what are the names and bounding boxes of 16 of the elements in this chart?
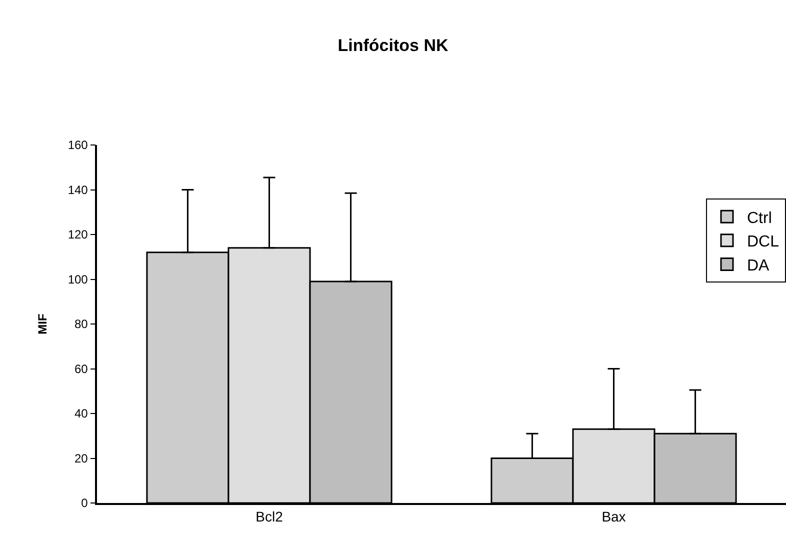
x-tick-label: Bax (602, 508, 626, 525)
y-tick-label: 100 (68, 272, 88, 286)
y-tick-label: 80 (74, 317, 88, 332)
y-tick-label: 60 (74, 362, 88, 376)
y-axis-title: MIF (36, 314, 50, 334)
y-tick-label: 40 (74, 406, 88, 421)
legend-label: DCL (747, 234, 780, 251)
y-tick-label: 0 (81, 496, 88, 510)
y-tick-label: 160 (68, 138, 88, 152)
legend-label: DA (747, 257, 770, 274)
x-tick-label: Bcl2 (256, 508, 284, 525)
chart-title: Linfócitos NK (338, 36, 449, 55)
y-tick-label: 120 (68, 228, 88, 242)
y-tick-label: 20 (74, 451, 88, 466)
legend-label: Ctrl (747, 210, 772, 227)
y-tick-label: 140 (68, 182, 88, 197)
